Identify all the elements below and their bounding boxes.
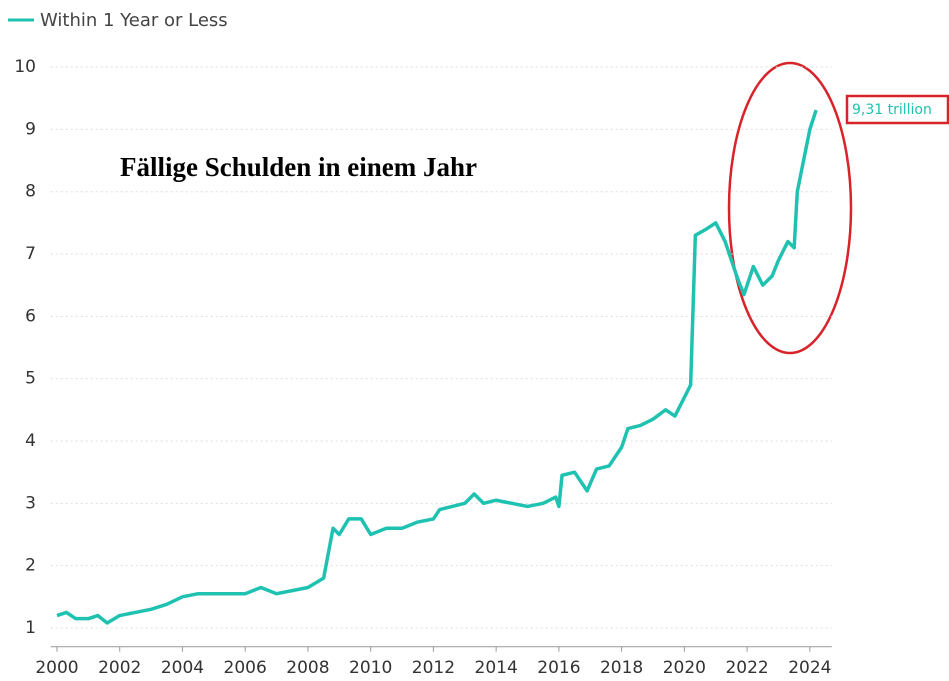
x-tick-label: 2000 <box>35 658 78 678</box>
y-tick-label: 8 <box>25 182 36 202</box>
legend-label: Within 1 Year or Less <box>40 10 228 31</box>
x-tick-label: 2008 <box>286 658 329 678</box>
x-tick-label: 2024 <box>788 658 831 678</box>
x-tick-label: 2016 <box>537 658 580 678</box>
y-tick-label: 5 <box>25 369 36 389</box>
y-tick-label: 6 <box>25 306 36 326</box>
x-tick-label: 2018 <box>600 658 643 678</box>
x-tick-label: 2006 <box>224 658 267 678</box>
x-tick-label: 2022 <box>725 658 768 678</box>
y-tick-label: 9 <box>25 119 36 139</box>
chart-title: Fällige Schulden in einem Jahr <box>120 152 477 182</box>
x-tick-label: 2020 <box>663 658 706 678</box>
y-tick-label: 7 <box>25 244 36 264</box>
line <box>56 109 818 625</box>
y-tick-label: 1 <box>25 618 36 638</box>
highlight-ellipse <box>727 61 853 355</box>
y-tick-label: 2 <box>25 556 36 576</box>
x-tick-label: 2010 <box>349 658 392 678</box>
y-tick-label: 4 <box>25 431 36 451</box>
x-tick-label: 2014 <box>475 658 518 678</box>
annotation: 9,31 trillion <box>852 102 932 118</box>
x-tick-label: 2002 <box>98 658 141 678</box>
y-tick-label: 3 <box>25 493 36 513</box>
y-tick-label: 10 <box>14 57 36 77</box>
x-tick-label: 2012 <box>412 658 455 678</box>
x-tick-label: 2004 <box>161 658 204 678</box>
annotation-box <box>845 94 949 125</box>
